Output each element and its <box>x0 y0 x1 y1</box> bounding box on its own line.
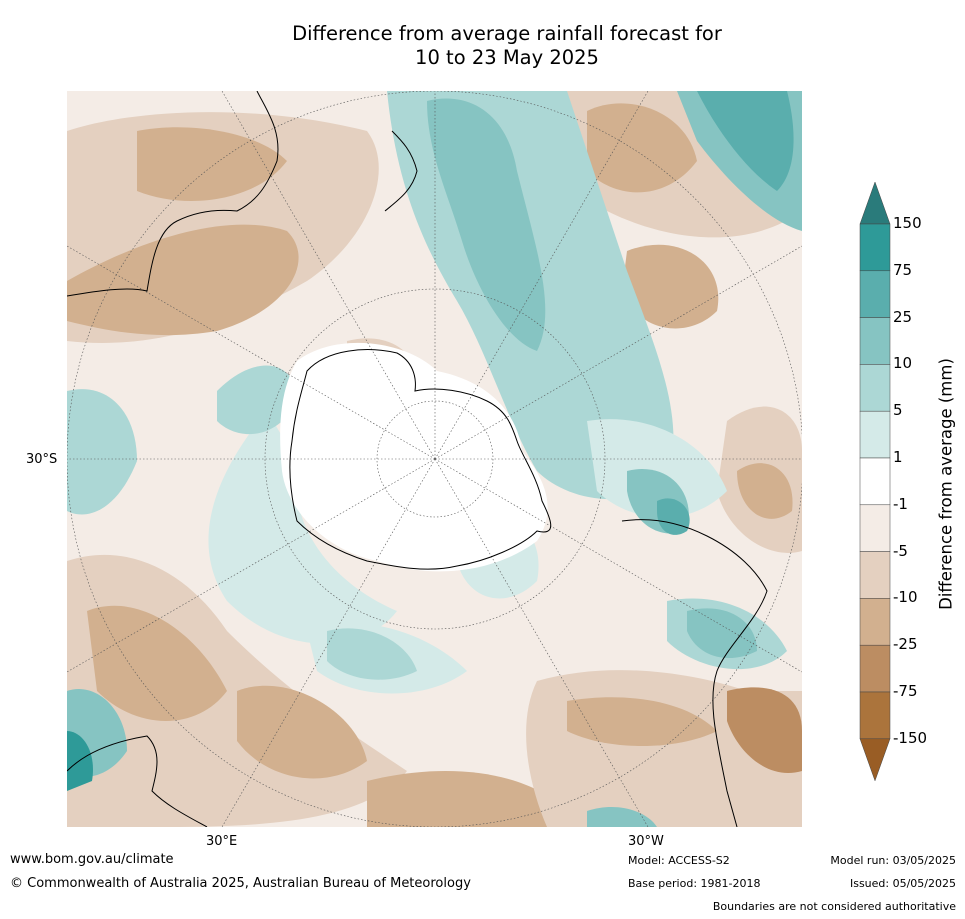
australia-coastline <box>67 91 279 297</box>
colorbar-band <box>859 644 891 693</box>
wet-region <box>427 98 546 351</box>
meridian <box>434 458 649 827</box>
model-name: Model: ACCESS-S2 <box>628 854 730 867</box>
latitude-circle <box>264 288 606 630</box>
colorbar-band <box>859 598 891 646</box>
meridian <box>221 458 436 827</box>
dry-region <box>237 685 367 779</box>
issued-date: Issued: 05/05/2025 <box>849 877 956 890</box>
colorbar-band <box>859 410 891 459</box>
colorbar-tick-label: -150 <box>893 728 928 747</box>
colorbar-tick-label: -10 <box>893 588 918 607</box>
colorbar-tick-label: 25 <box>893 307 913 326</box>
website-link[interactable]: www.bom.gov.au/climate <box>10 852 174 867</box>
colorbar-title: Difference from average (mm) <box>936 358 956 610</box>
title-line-1: Difference from average rainfall forecas… <box>292 22 722 45</box>
dry-region <box>567 697 717 746</box>
colorbar-tick-label: 150 <box>893 214 922 232</box>
wet-region <box>587 419 727 518</box>
south-america-coastline <box>621 519 768 827</box>
coastlines <box>67 91 768 827</box>
map-svg <box>67 91 802 827</box>
colorbar-band <box>859 270 891 318</box>
antarctica-coastline <box>289 349 552 570</box>
colorbar-tick-label: -1 <box>893 494 908 513</box>
new-zealand-coastline <box>384 130 418 212</box>
colorbar-tick-label: 10 <box>893 354 913 373</box>
model-run-date: Model run: 03/05/2025 <box>830 854 956 867</box>
latitude-label: 30°S <box>26 452 58 467</box>
dry-region <box>737 463 793 519</box>
wet-region <box>67 389 137 515</box>
meridian <box>434 245 802 460</box>
map-title: Difference from average rainfall forecas… <box>0 22 965 70</box>
colorbar-extend-bottom <box>859 738 891 782</box>
wet-region <box>697 91 794 191</box>
meridian <box>434 91 649 460</box>
latitude-circle <box>376 400 494 518</box>
antarctica-near-normal <box>280 342 548 572</box>
wet-region <box>208 411 397 644</box>
colorbar-band <box>859 504 891 552</box>
colorbar-band <box>859 551 891 599</box>
colorbar-extend-top <box>859 182 891 225</box>
boundaries-disclaimer: Boundaries are not considered authoritat… <box>712 900 956 913</box>
wet-region <box>687 608 757 659</box>
colorbar-tick-label: 75 <box>893 260 913 279</box>
dry-region <box>622 244 719 329</box>
wet-region <box>67 731 93 791</box>
meridian <box>67 458 436 673</box>
africa-coastline <box>67 735 208 827</box>
wet-region <box>327 628 417 680</box>
colorbar-tick-label: 1 <box>893 448 903 466</box>
colorbar <box>859 182 891 782</box>
colorbar-band <box>859 317 891 365</box>
wet-region <box>587 806 657 827</box>
wet-region <box>217 365 297 435</box>
colorbar-tick-label: 5 <box>893 401 903 420</box>
dry-region <box>137 127 287 201</box>
meridian <box>434 458 802 673</box>
colorbar-tick-label: -25 <box>893 635 918 654</box>
meridian <box>67 245 436 460</box>
dry-region <box>87 605 227 721</box>
colorbar-tick-label: -75 <box>893 682 918 700</box>
colorbar-band <box>859 457 891 506</box>
colorbar-band <box>859 691 891 740</box>
dry-region <box>67 224 299 336</box>
longitude-label-east: 30°E <box>206 834 238 849</box>
longitude-label-west: 30°W <box>628 834 664 849</box>
copyright-text: © Commonwealth of Australia 2025, Austra… <box>10 876 471 891</box>
title-line-2: 10 to 23 May 2025 <box>415 46 599 69</box>
colorbar-tick-label: -5 <box>893 541 908 560</box>
colorbar-band <box>859 223 891 272</box>
graticule <box>67 91 802 827</box>
dry-region <box>587 103 697 193</box>
colorbar-band <box>859 364 891 412</box>
rainfall-map <box>67 91 802 827</box>
dry-region <box>727 687 802 773</box>
meridian <box>221 91 436 460</box>
base-period: Base period: 1981-2018 <box>628 877 761 890</box>
dry-region <box>367 771 567 827</box>
